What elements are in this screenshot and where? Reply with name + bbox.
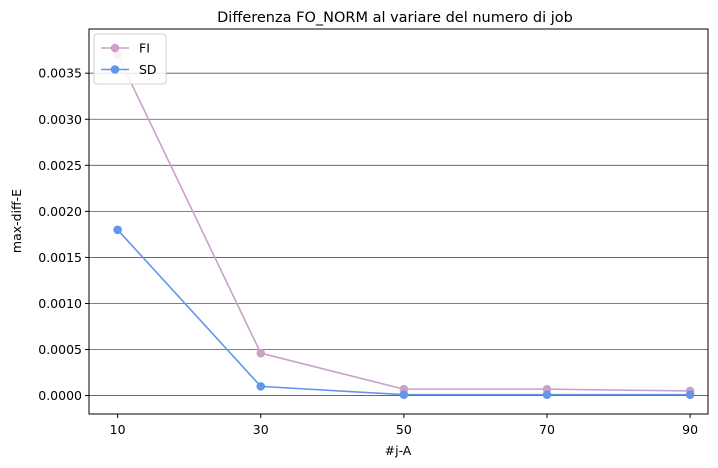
series-group [113, 50, 695, 399]
legend-label-fi: FI [139, 41, 150, 56]
legend-label-sd: SD [139, 62, 157, 77]
y-tick-label: 0.0015 [38, 250, 82, 265]
y-tick-label: 0.0025 [38, 158, 82, 173]
legend: FI SD [93, 33, 167, 85]
y-tick-label: 0.0005 [38, 342, 82, 357]
x-axis-title: #j-A [385, 443, 412, 458]
series-line-sd [117, 229, 691, 396]
data-point-sd [685, 390, 695, 399]
x-tick-label: 30 [253, 422, 269, 437]
x-tick-label: 10 [110, 422, 126, 437]
legend-marker-fi [110, 43, 120, 53]
y-tick-label: 0.0030 [38, 112, 82, 127]
series-line-fi [116, 54, 691, 392]
y-tick-label: 0.0035 [38, 66, 82, 81]
x-tick-label: 90 [682, 422, 698, 437]
y-tick-label: 0.0020 [38, 204, 82, 219]
x-tick-label: 70 [539, 422, 555, 437]
gridlines [89, 72, 708, 396]
y-tick-label: 0.0010 [38, 296, 82, 311]
data-point-sd [256, 382, 266, 391]
data-point-sd [113, 225, 122, 235]
data-point-fi [256, 348, 266, 358]
y-tick-label: 0.0000 [38, 388, 82, 403]
chart-title: Differenza FO_NORM al variare del numero… [217, 10, 573, 26]
x-tick-label: 50 [396, 422, 412, 437]
plot-frame [88, 28, 709, 415]
data-point-sd [399, 390, 409, 399]
data-point-sd [542, 390, 552, 399]
y-axis-title: max-diff-E [9, 189, 24, 253]
axis-ticks: 0.0000 0.0005 0.0010 0.0015 0.0020 0.0025 0.00… [38, 66, 698, 437]
legend-marker-sd [110, 65, 120, 74]
